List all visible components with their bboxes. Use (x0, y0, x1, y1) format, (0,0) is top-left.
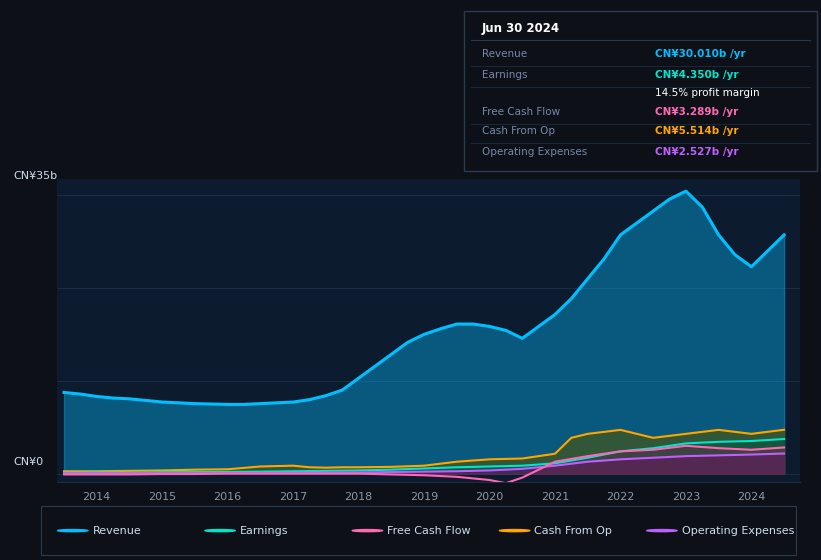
Text: Revenue: Revenue (93, 526, 141, 535)
Circle shape (205, 530, 235, 531)
Text: Earnings: Earnings (240, 526, 288, 535)
Circle shape (352, 530, 383, 531)
Text: Earnings: Earnings (481, 70, 527, 80)
Text: Free Cash Flow: Free Cash Flow (481, 107, 560, 116)
Text: CN¥0: CN¥0 (13, 457, 44, 467)
Text: CN¥5.514b /yr: CN¥5.514b /yr (654, 126, 738, 136)
Text: Operating Expenses: Operating Expenses (481, 147, 587, 157)
Text: Free Cash Flow: Free Cash Flow (387, 526, 470, 535)
Text: 14.5% profit margin: 14.5% profit margin (654, 87, 759, 97)
Circle shape (647, 530, 677, 531)
Text: Operating Expenses: Operating Expenses (681, 526, 794, 535)
Text: CN¥3.289b /yr: CN¥3.289b /yr (654, 107, 738, 116)
Text: CN¥2.527b /yr: CN¥2.527b /yr (654, 147, 738, 157)
Text: Cash From Op: Cash From Op (534, 526, 612, 535)
Text: Jun 30 2024: Jun 30 2024 (481, 22, 560, 35)
Circle shape (499, 530, 530, 531)
Text: CN¥35b: CN¥35b (13, 171, 57, 181)
Text: CN¥4.350b /yr: CN¥4.350b /yr (654, 70, 738, 80)
Text: Cash From Op: Cash From Op (481, 126, 554, 136)
Text: CN¥30.010b /yr: CN¥30.010b /yr (654, 49, 745, 59)
Circle shape (57, 530, 88, 531)
Text: Revenue: Revenue (481, 49, 526, 59)
